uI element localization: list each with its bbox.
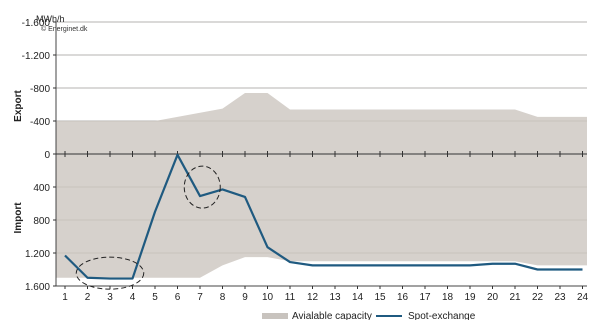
spot-exchange-series <box>64 153 583 280</box>
y-tick-label-5: 400 <box>33 183 50 194</box>
capacity-band <box>56 92 587 278</box>
legend-swatch-capacity <box>262 313 288 319</box>
annotations <box>75 165 221 290</box>
x-tick-label-7: 7 <box>197 292 203 303</box>
y-tick-label-3: -400 <box>30 117 50 128</box>
x-tick-label-19: 19 <box>464 292 476 303</box>
x-tick-label-24: 24 <box>577 292 589 303</box>
x-tick-label-8: 8 <box>220 292 226 303</box>
annotation-circle-1 <box>183 165 221 209</box>
x-tick-label-9: 9 <box>242 292 248 303</box>
unit-label: MWh/h <box>36 14 65 24</box>
x-tick-label-14: 14 <box>352 292 364 303</box>
legend-label-spot: Spot-exchange <box>408 311 476 320</box>
copyright-label: © Energinet.dk <box>41 25 88 33</box>
x-tick-labels: 1 2 3 4 5 6 7 8 9 10 11 12 13 14 15 16 17 18 19 20 21 22 23 24 <box>62 292 588 303</box>
y-tick-label-8: 1.600 <box>25 282 50 293</box>
x-tick-label-2: 2 <box>85 292 91 303</box>
spot-exchange-line <box>64 153 583 280</box>
y-tick-label-1: -1.200 <box>22 51 51 62</box>
y-tick-labels: -1.600 -1.200 -800 -400 0 400 800 1.200 1.600 <box>22 18 51 293</box>
x-tick-label-20: 20 <box>487 292 499 303</box>
x-tick-label-10: 10 <box>262 292 274 303</box>
x-tick-label-13: 13 <box>329 292 341 303</box>
x-tick-label-15: 15 <box>374 292 386 303</box>
x-tick-label-6: 6 <box>175 292 181 303</box>
y-tick-label-4: 0 <box>44 150 50 161</box>
x-tick-label-4: 4 <box>130 292 136 303</box>
x-tick-label-3: 3 <box>107 292 113 303</box>
capacity-area <box>56 92 587 278</box>
x-tick-label-17: 17 <box>419 292 431 303</box>
x-tick-label-18: 18 <box>442 292 454 303</box>
x-tick-label-22: 22 <box>532 292 544 303</box>
x-tick-label-12: 12 <box>307 292 319 303</box>
x-tick-label-16: 16 <box>397 292 409 303</box>
annotation-ellipse-0 <box>75 256 145 290</box>
x-tick-label-11: 11 <box>285 292 296 303</box>
x-tick-label-1: 1 <box>62 292 68 303</box>
y-tick-label-7: 1.200 <box>25 249 50 260</box>
import-axis-title: Import <box>13 202 24 234</box>
x-tick-label-23: 23 <box>554 292 566 303</box>
y-tick-label-2: -800 <box>30 84 50 95</box>
axes <box>53 21 587 289</box>
y-tick-label-6: 800 <box>33 216 50 227</box>
legend: Avialable capacity Spot-exchange <box>262 311 476 320</box>
legend-label-capacity: Avialable capacity <box>292 311 372 320</box>
export-axis-title: Export <box>13 89 24 121</box>
x-tick-label-5: 5 <box>152 292 158 303</box>
y-tick-label-0: -1.600 <box>22 18 51 29</box>
x-tick-label-21: 21 <box>509 292 521 303</box>
